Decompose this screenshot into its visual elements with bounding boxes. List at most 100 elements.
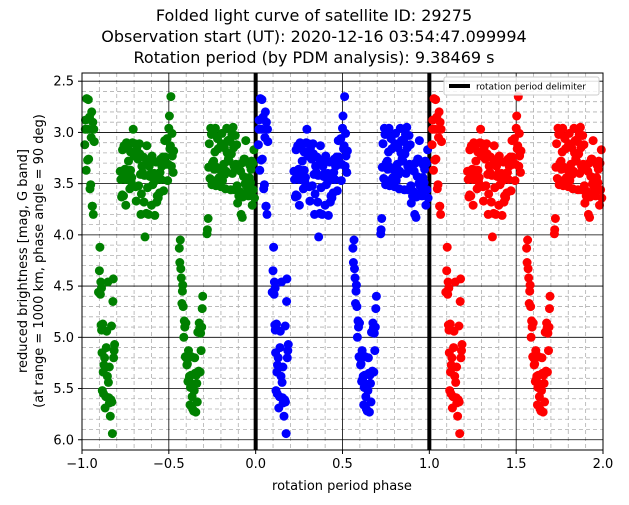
data-point bbox=[107, 321, 116, 331]
data-point bbox=[176, 273, 186, 283]
x-tick-label: 1.0 bbox=[419, 457, 440, 472]
data-point bbox=[474, 173, 484, 182]
data-point bbox=[175, 235, 185, 245]
data-point bbox=[506, 186, 516, 196]
data-point bbox=[105, 411, 115, 421]
data-point bbox=[550, 225, 560, 235]
data-point bbox=[544, 346, 553, 356]
data-point bbox=[334, 152, 344, 162]
data-point bbox=[454, 397, 464, 407]
data-point bbox=[257, 154, 267, 164]
data-point bbox=[447, 353, 457, 363]
data-point bbox=[283, 340, 293, 349]
data-point bbox=[404, 131, 414, 140]
data-point bbox=[350, 264, 359, 274]
data-point bbox=[550, 214, 560, 223]
data-point bbox=[452, 362, 462, 372]
data-point bbox=[140, 232, 150, 242]
data-point bbox=[128, 124, 138, 134]
data-point bbox=[314, 232, 324, 242]
data-point bbox=[435, 117, 445, 127]
data-point bbox=[429, 165, 438, 175]
x-tick-label: −0.5 bbox=[153, 457, 185, 472]
data-point bbox=[384, 123, 394, 133]
data-point bbox=[514, 128, 524, 138]
data-point bbox=[545, 304, 554, 314]
data-point bbox=[270, 283, 280, 293]
x-tick-label: 2.0 bbox=[593, 457, 614, 472]
x-tick-label: 1.5 bbox=[506, 457, 527, 472]
data-point bbox=[369, 367, 379, 377]
data-point bbox=[100, 353, 110, 363]
data-point bbox=[181, 318, 191, 328]
data-point bbox=[88, 209, 98, 219]
data-point bbox=[558, 123, 568, 133]
data-point bbox=[159, 186, 169, 196]
data-point bbox=[268, 266, 278, 276]
data-point bbox=[351, 280, 361, 290]
data-points bbox=[80, 92, 607, 439]
data-point bbox=[411, 212, 421, 222]
data-point bbox=[282, 353, 292, 363]
data-point bbox=[280, 321, 290, 331]
data-point bbox=[273, 353, 283, 363]
data-point bbox=[486, 197, 496, 207]
data-point bbox=[539, 378, 549, 388]
data-point bbox=[302, 124, 312, 134]
data-point bbox=[142, 141, 152, 151]
data-point bbox=[139, 197, 149, 207]
data-point bbox=[84, 154, 94, 164]
data-point bbox=[436, 209, 446, 219]
data-point bbox=[510, 176, 520, 186]
data-point bbox=[542, 367, 552, 377]
y-tick-label: 6.0 bbox=[53, 433, 74, 448]
data-point bbox=[526, 302, 536, 312]
data-point bbox=[352, 332, 362, 342]
data-point bbox=[419, 178, 429, 188]
data-point bbox=[134, 181, 144, 191]
data-point bbox=[203, 214, 213, 223]
data-point bbox=[422, 185, 432, 195]
data-point bbox=[257, 95, 267, 105]
data-point bbox=[94, 266, 104, 276]
data-point bbox=[160, 152, 170, 162]
data-point bbox=[246, 178, 255, 188]
data-point bbox=[282, 274, 292, 284]
data-point bbox=[524, 273, 534, 283]
data-point bbox=[101, 343, 111, 353]
chart-title-line-3: Rotation period (by PDM analysis): 9.384… bbox=[134, 48, 495, 67]
data-point bbox=[454, 321, 464, 331]
data-point bbox=[431, 95, 441, 105]
data-point bbox=[230, 131, 240, 140]
y-tick-label: 3.0 bbox=[53, 126, 74, 141]
data-point bbox=[247, 200, 257, 210]
data-point bbox=[489, 141, 499, 151]
data-point bbox=[552, 139, 562, 149]
data-point bbox=[423, 193, 433, 203]
data-point bbox=[190, 353, 200, 363]
data-point bbox=[537, 386, 546, 396]
data-point bbox=[261, 117, 271, 127]
x-axis-label: rotation period phase bbox=[272, 479, 412, 494]
data-point bbox=[338, 111, 348, 121]
data-point bbox=[364, 407, 374, 417]
axis-ticks: −1.0 −0.5 0.0 0.5 1.0 1.5 2.0 2.5 3.0 3.5 4.0 4.5 5.… bbox=[53, 75, 613, 472]
data-point bbox=[250, 193, 259, 203]
data-point bbox=[455, 429, 465, 439]
data-point bbox=[484, 189, 494, 199]
data-point bbox=[228, 122, 238, 132]
data-point bbox=[433, 180, 443, 190]
data-point bbox=[421, 158, 431, 168]
y-axis-label-line-2: (at range = 1000 km, phase angle = 90 de… bbox=[32, 114, 47, 408]
data-point bbox=[169, 146, 179, 156]
data-point bbox=[376, 225, 386, 235]
data-point bbox=[126, 165, 136, 175]
data-point bbox=[310, 189, 320, 199]
data-point bbox=[166, 92, 176, 102]
data-point bbox=[195, 367, 205, 377]
legend-label: rotation period delimiter bbox=[476, 83, 586, 93]
data-point bbox=[370, 346, 380, 356]
data-point bbox=[578, 131, 588, 140]
data-point bbox=[540, 397, 550, 407]
